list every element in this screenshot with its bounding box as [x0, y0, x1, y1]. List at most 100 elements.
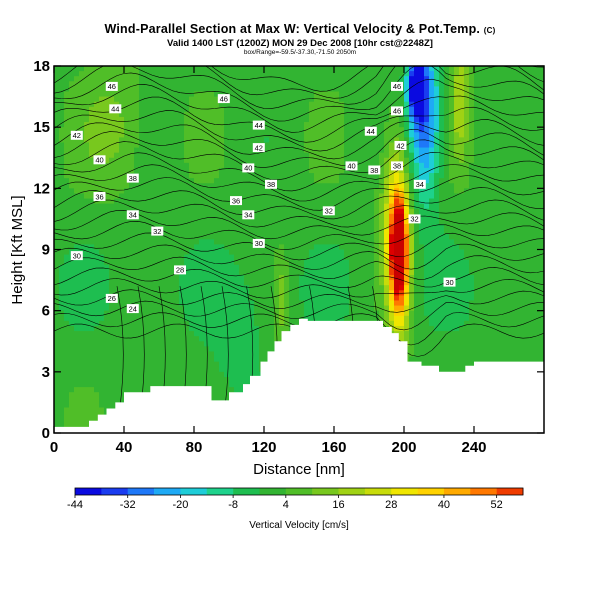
velocity-cell	[54, 127, 60, 133]
velocity-cell	[84, 71, 90, 77]
velocity-cell	[279, 91, 285, 97]
velocity-cell	[224, 366, 230, 373]
velocity-cell	[159, 254, 165, 261]
velocity-cell	[234, 203, 240, 210]
velocity-cell	[349, 274, 355, 281]
velocity-cell	[324, 111, 330, 118]
velocity-cell	[199, 310, 205, 317]
velocity-cell	[99, 264, 105, 271]
velocity-cell	[299, 66, 305, 72]
velocity-cell	[304, 173, 310, 179]
velocity-cell	[169, 336, 175, 342]
velocity-cell	[259, 106, 265, 113]
velocity-cell	[124, 122, 130, 128]
velocity-cell	[314, 285, 320, 291]
velocity-cell	[274, 295, 280, 301]
velocity-cell	[74, 224, 80, 230]
velocity-cell	[289, 178, 295, 184]
velocity-cell	[384, 229, 390, 235]
velocity-cell	[224, 234, 230, 240]
velocity-cell	[159, 96, 165, 103]
velocity-cell	[174, 346, 180, 352]
velocity-cell	[304, 71, 310, 77]
velocity-cell	[99, 356, 105, 363]
velocity-cell	[129, 142, 135, 148]
velocity-cell	[349, 249, 355, 255]
velocity-cell	[384, 162, 390, 169]
velocity-cell	[229, 249, 235, 255]
velocity-cell	[289, 122, 295, 128]
velocity-cell	[284, 274, 290, 281]
velocity-cell	[79, 397, 85, 403]
velocity-cell	[244, 193, 250, 199]
velocity-cell	[89, 81, 95, 87]
velocity-cell	[179, 341, 185, 347]
velocity-cell	[149, 96, 155, 103]
velocity-cell	[64, 382, 70, 388]
velocity-cell	[354, 310, 360, 317]
velocity-cell	[304, 147, 310, 154]
velocity-cell	[264, 280, 270, 286]
velocity-cell	[59, 137, 65, 143]
velocity-cell	[119, 331, 125, 337]
velocity-cell	[59, 147, 65, 154]
velocity-cell	[169, 81, 175, 87]
velocity-cell	[129, 361, 135, 368]
velocity-cell	[369, 71, 375, 77]
velocity-cell	[274, 213, 280, 220]
velocity-cell	[309, 244, 315, 250]
velocity-cell	[319, 280, 325, 286]
velocity-cell	[104, 387, 110, 393]
velocity-cell	[249, 116, 255, 123]
velocity-cell	[139, 162, 145, 169]
velocity-cell	[84, 249, 90, 255]
velocity-cell	[164, 198, 170, 205]
velocity-cell	[189, 361, 195, 368]
velocity-cell	[154, 76, 160, 82]
velocity-cell	[54, 152, 60, 159]
velocity-cell	[194, 264, 200, 271]
velocity-cell	[239, 351, 245, 357]
velocity-cell	[119, 152, 125, 159]
velocity-cell	[394, 224, 400, 230]
velocity-cell	[214, 310, 220, 317]
velocity-cell	[279, 142, 285, 148]
velocity-cell	[284, 178, 290, 184]
velocity-cell	[84, 280, 90, 286]
velocity-cell	[379, 152, 385, 159]
velocity-cell	[119, 376, 125, 383]
velocity-cell	[79, 91, 85, 97]
velocity-cell	[209, 224, 215, 230]
velocity-cell	[214, 81, 220, 87]
velocity-cell	[334, 269, 340, 276]
velocity-cell	[269, 315, 275, 322]
velocity-cell	[274, 96, 280, 103]
velocity-cell	[94, 218, 100, 225]
velocity-cell	[199, 224, 205, 230]
velocity-cell	[124, 106, 130, 113]
velocity-cell	[364, 198, 370, 205]
velocity-cell	[204, 203, 210, 210]
velocity-cell	[349, 142, 355, 148]
velocity-cell	[174, 315, 180, 322]
velocity-cell	[209, 371, 215, 378]
velocity-cell	[54, 264, 60, 271]
velocity-cell	[299, 81, 305, 87]
velocity-cell	[339, 111, 345, 118]
velocity-cell	[234, 341, 240, 347]
velocity-cell	[144, 91, 150, 97]
velocity-cell	[124, 132, 130, 138]
velocity-cell	[304, 218, 310, 225]
velocity-cell	[389, 147, 395, 154]
velocity-cell	[129, 203, 135, 210]
velocity-cell	[109, 178, 115, 184]
velocity-cell	[294, 259, 300, 266]
velocity-cell	[104, 259, 110, 266]
velocity-cell	[244, 346, 250, 352]
velocity-cell	[64, 341, 70, 347]
velocity-cell	[69, 336, 75, 342]
velocity-cell	[239, 259, 245, 266]
velocity-cell	[229, 101, 235, 108]
velocity-cell	[99, 66, 105, 72]
velocity-cell	[69, 331, 75, 337]
